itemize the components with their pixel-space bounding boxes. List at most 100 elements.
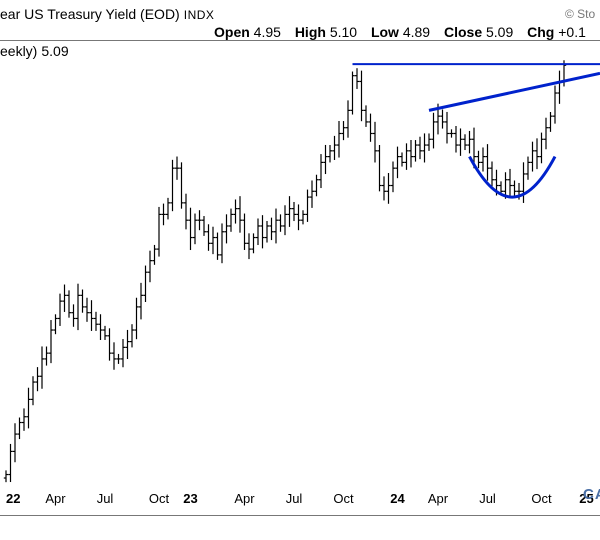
x-tick-year: 24 bbox=[390, 491, 405, 506]
x-tick-month: Oct bbox=[149, 491, 170, 506]
ohlc-bar bbox=[426, 133, 432, 151]
ohlc-bar bbox=[512, 180, 517, 197]
ohlc-bar bbox=[296, 204, 301, 231]
high-label: High bbox=[294, 24, 326, 40]
ohlc-bar bbox=[174, 156, 180, 180]
ohlc-bar bbox=[534, 138, 540, 170]
open-label: Open bbox=[214, 24, 250, 40]
ohlc-bar bbox=[539, 132, 544, 164]
ohlc-bar bbox=[453, 125, 459, 153]
ohlc-bar bbox=[422, 133, 427, 163]
ohlc-bar bbox=[80, 289, 85, 313]
x-tick-year: 25 bbox=[579, 491, 593, 506]
chart-title-text: ear US Treasury Yield (EOD) bbox=[0, 6, 180, 22]
ohlc-bar bbox=[462, 134, 468, 151]
ohlc-bar bbox=[179, 162, 184, 209]
ohlc-bar bbox=[404, 143, 409, 170]
chart-symbol: INDX bbox=[183, 8, 215, 22]
ohlc-bar bbox=[377, 145, 382, 192]
ohlc-bar bbox=[408, 140, 414, 168]
ohlc-bar bbox=[282, 205, 288, 236]
close-value: 5.09 bbox=[486, 24, 514, 40]
x-axis-ticks: 22 Apr Jul Oct 23 Apr Jul Oct 24 Apr Jul Oct 25 bbox=[6, 491, 594, 506]
x-tick-month: Jul bbox=[97, 491, 114, 506]
ohlc-bar bbox=[507, 168, 513, 197]
x-tick-month: Jul bbox=[286, 491, 303, 506]
ohlc-bar bbox=[66, 290, 72, 318]
chart-title: ear US Treasury Yield (EOD) INDX bbox=[0, 6, 214, 22]
ohlc-bar bbox=[485, 144, 490, 181]
ohlc-bar bbox=[147, 250, 153, 283]
ohlc-bar bbox=[309, 180, 315, 208]
ohlc-bar bbox=[201, 216, 207, 236]
ohlc-bar bbox=[161, 203, 166, 226]
ohlc-bar bbox=[471, 127, 477, 169]
ohlc-bar bbox=[278, 214, 283, 232]
ohlc-bar bbox=[219, 223, 225, 264]
ohlc-bar bbox=[89, 300, 94, 331]
ohlc-bar bbox=[188, 207, 193, 251]
ohlc-bar bbox=[350, 71, 355, 115]
ohlc-bar bbox=[197, 210, 202, 231]
ohlc-bar bbox=[57, 293, 63, 326]
ohlc-bar bbox=[93, 311, 99, 331]
ohlc-bar bbox=[224, 214, 229, 244]
ohlc-bar bbox=[381, 176, 387, 201]
ohlc-bar bbox=[327, 145, 333, 163]
ohlc-bar bbox=[399, 152, 405, 167]
ohlc-bar bbox=[354, 68, 360, 89]
ohlc-bar bbox=[332, 135, 337, 160]
ohlc-bar bbox=[336, 121, 342, 158]
ohlc-bar bbox=[314, 174, 319, 197]
ohlc-bar bbox=[152, 244, 157, 265]
ohlc-bar bbox=[75, 283, 81, 331]
ohlc-bar bbox=[156, 206, 162, 257]
ohlc-bar bbox=[255, 218, 261, 246]
x-tick-month: Apr bbox=[428, 491, 449, 506]
ohlc-bar bbox=[71, 304, 76, 327]
ohlc-bar bbox=[192, 213, 198, 245]
ohlc-bar bbox=[417, 136, 423, 160]
ohlc-bar bbox=[269, 217, 274, 241]
ohlc-bar bbox=[318, 154, 324, 189]
ohlc-bar bbox=[120, 339, 126, 368]
chg-value: +0.1 bbox=[558, 24, 586, 40]
ohlc-bar bbox=[530, 141, 535, 172]
ohlc-bar bbox=[116, 353, 121, 364]
ohlc-bar bbox=[246, 233, 252, 260]
series-legend: eekly) 5.09 bbox=[0, 43, 69, 59]
ohlc-bar bbox=[291, 201, 297, 222]
ohlc-bar bbox=[129, 324, 135, 348]
ohlc-bar bbox=[35, 367, 40, 392]
ohlc-bar bbox=[489, 161, 495, 187]
ohlc-bar bbox=[17, 417, 22, 440]
x-tick-month: Apr bbox=[45, 491, 66, 506]
ohlc-bar bbox=[134, 297, 139, 340]
ohlc-bar bbox=[228, 208, 234, 232]
ohlc-bar bbox=[300, 210, 306, 225]
x-tick-year: 22 bbox=[6, 491, 20, 506]
ohlc-bar bbox=[287, 196, 292, 227]
rising-trendline bbox=[428, 71, 600, 112]
ohlc-bar bbox=[552, 85, 558, 124]
ohlc-bar bbox=[107, 328, 112, 361]
ohlc-bar bbox=[359, 70, 364, 122]
ohlc-bar bbox=[3, 470, 9, 483]
brand-watermark-bottom: CA bbox=[583, 486, 600, 503]
ohlc-bar bbox=[242, 213, 247, 250]
ohlc-bar bbox=[165, 197, 171, 220]
ohlc-bar bbox=[503, 172, 508, 199]
chart-frame bbox=[0, 40, 600, 516]
ohlc-bar bbox=[476, 150, 481, 169]
ohlc-bar bbox=[21, 408, 27, 431]
ohlc-bar bbox=[12, 423, 18, 463]
ohlc-bar bbox=[273, 208, 279, 244]
low-value: 4.89 bbox=[402, 24, 431, 40]
ohlc-bar bbox=[215, 232, 220, 260]
ohlc-bar bbox=[84, 297, 90, 322]
ohlc-bar bbox=[251, 233, 256, 254]
ohlc-bar bbox=[260, 215, 265, 249]
ohlc-bar bbox=[183, 193, 189, 230]
ohlc-bar bbox=[264, 220, 270, 243]
x-tick-month: Oct bbox=[333, 491, 354, 506]
